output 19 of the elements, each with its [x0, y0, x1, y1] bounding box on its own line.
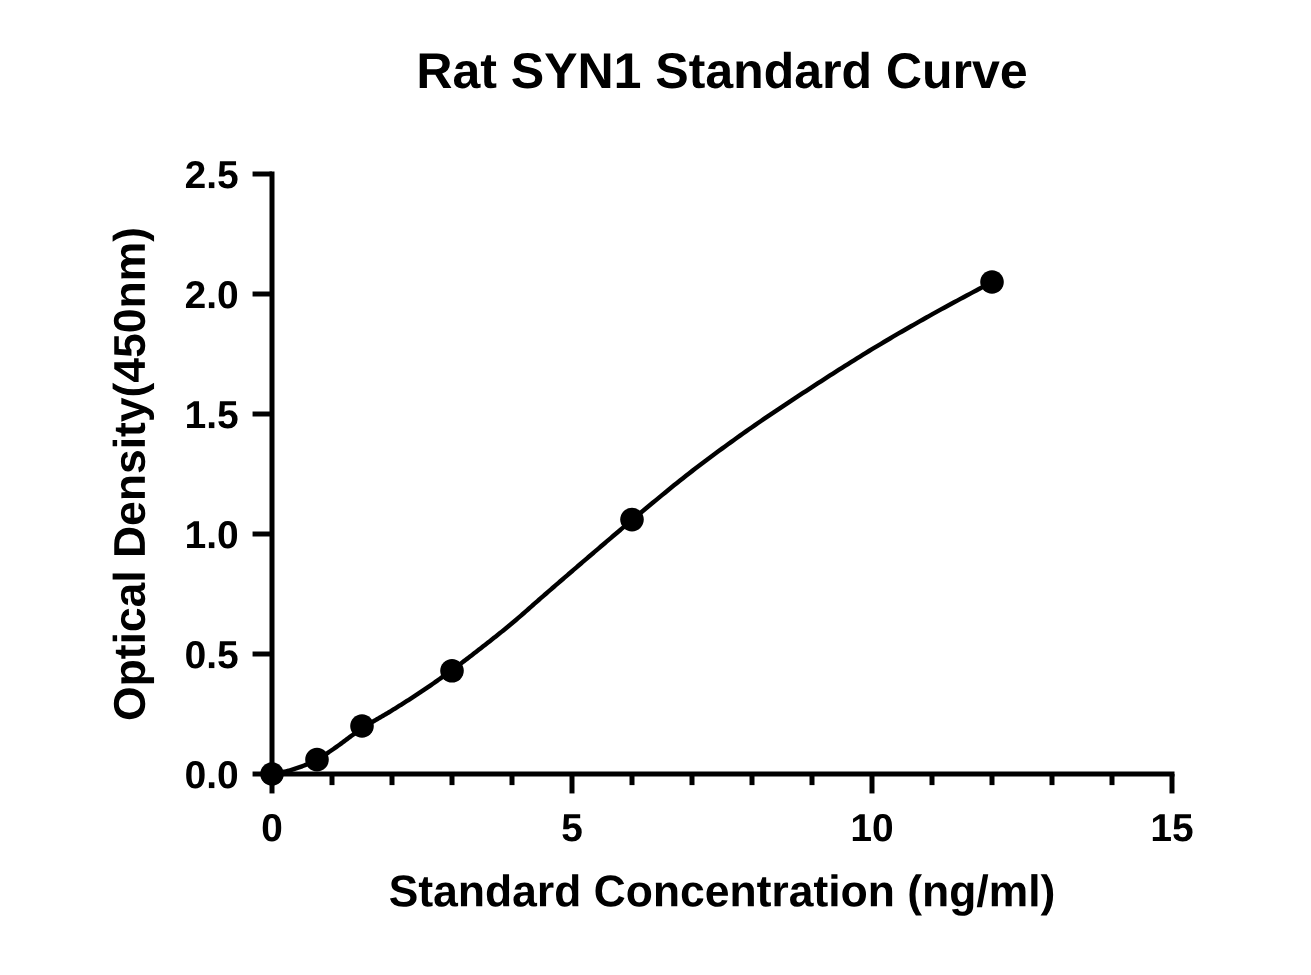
x-tick-label: 5 — [562, 814, 582, 842]
y-tick-label: 1.0 — [187, 520, 238, 549]
x-axis-title: Standard Concentration (ng/ml) — [389, 874, 1054, 916]
chart-title: Rat SYN1 Standard Curve — [419, 51, 1026, 89]
y-tick-label: 1.5 — [187, 401, 238, 429]
y-tick-label: 2.0 — [185, 280, 238, 309]
point — [620, 507, 644, 532]
x-tick-label: 10 — [852, 813, 893, 842]
point — [980, 270, 1004, 294]
point — [260, 762, 284, 786]
point — [305, 747, 329, 772]
y-tick-label: 0.5 — [186, 640, 238, 669]
y-axis-title: Optical Density(450nm) — [112, 229, 155, 720]
y-tick-label: 0.0 — [186, 760, 238, 789]
x-tick-label: 15 — [1152, 814, 1193, 842]
y-tick-label: 2.5 — [185, 160, 238, 189]
point — [350, 714, 374, 738]
point — [440, 658, 464, 683]
x-tick-label: 0 — [262, 813, 282, 842]
